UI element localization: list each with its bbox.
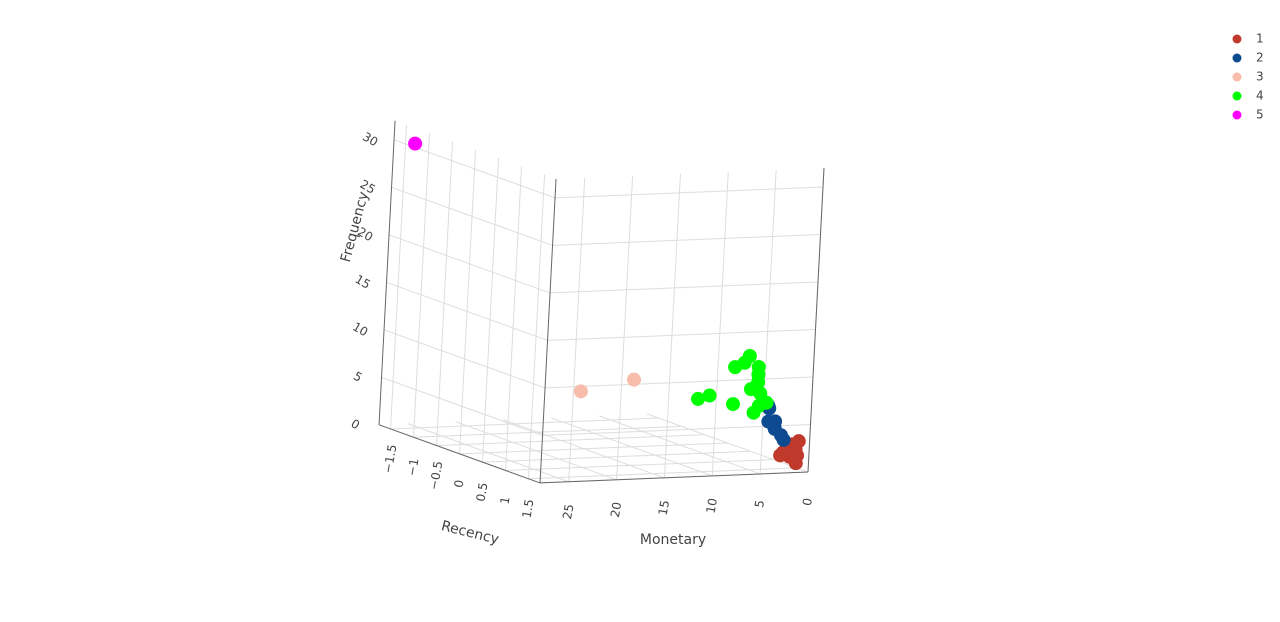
grid-line (528, 174, 546, 479)
grid-line (646, 413, 809, 473)
y-tick-label: 10 (704, 497, 720, 514)
data-point (726, 397, 741, 412)
grid-line (503, 419, 665, 479)
data-point (743, 382, 758, 397)
grid-line (455, 421, 617, 481)
grid-line (390, 417, 659, 430)
legend-label: 1 (1256, 32, 1264, 46)
grid-line (482, 158, 500, 463)
grid-line (482, 450, 751, 463)
x-tick-label: −1.5 (381, 443, 400, 474)
axis-line (378, 120, 396, 425)
grid-line (616, 175, 634, 480)
grid-line (547, 329, 816, 341)
grid-line (407, 423, 569, 483)
grid-line (383, 329, 546, 389)
grid-line (711, 171, 729, 476)
data-point (776, 445, 791, 460)
data-point (791, 434, 806, 449)
grid-line (550, 281, 819, 294)
grid-line (505, 459, 774, 471)
data-point (751, 359, 766, 374)
data-point (761, 414, 776, 429)
axis-line (807, 167, 825, 473)
grid-line (413, 425, 682, 438)
grid-line (505, 166, 523, 471)
x-tick-label: 1.5 (519, 498, 536, 519)
x-tick-label: −1 (405, 457, 422, 477)
z-tick-label: 10 (350, 320, 370, 340)
grid-line (663, 173, 681, 478)
z-tick-label: 5 (351, 369, 365, 385)
x-tick-label: 0.5 (473, 481, 490, 502)
y-tick-label: 15 (656, 499, 672, 516)
data-point (737, 355, 752, 370)
grid-line (459, 442, 728, 455)
grid-line (528, 467, 797, 480)
y-tick-label: 0 (800, 497, 815, 507)
data-point (746, 405, 761, 420)
x-axis-title: Recency (439, 518, 500, 548)
grid-line (551, 417, 713, 477)
grid-line (545, 376, 814, 389)
z-tick-label: 20 (355, 225, 375, 245)
data-point (573, 384, 588, 399)
legend-label: 3 (1256, 70, 1264, 84)
grid-line (598, 415, 761, 475)
grid-line (555, 186, 824, 199)
grid-line (388, 234, 551, 294)
legend-marker (1232, 91, 1242, 101)
grid-line (381, 376, 543, 436)
y-axis-title: Monetary (640, 532, 706, 548)
data-point (691, 391, 706, 406)
grid-line (390, 124, 408, 429)
y-tick-label: 5 (752, 499, 767, 509)
x-tick-label: 0 (451, 479, 466, 489)
axis-line (539, 178, 557, 483)
grid-line (552, 234, 821, 246)
legend-marker (1232, 110, 1242, 120)
legend-label: 4 (1256, 89, 1264, 103)
legend-label: 5 (1256, 108, 1264, 122)
data-point (702, 388, 717, 403)
legend-marker (1232, 53, 1242, 63)
grid-line (391, 186, 553, 246)
grid-line (568, 177, 586, 482)
legend-label: 2 (1256, 51, 1264, 65)
grid-line (393, 139, 556, 199)
x-tick-label: −0.5 (427, 460, 446, 491)
data-point (627, 372, 642, 387)
x-tick-label: 1 (497, 495, 512, 505)
data-point (774, 428, 789, 443)
data-point (408, 136, 423, 151)
z-tick-label: 15 (353, 272, 373, 292)
grid-line (459, 149, 477, 454)
grid-line (413, 133, 431, 438)
grid-line (436, 141, 454, 446)
z-tick-label: 25 (358, 177, 378, 197)
legend-marker (1232, 72, 1242, 82)
y-tick-label: 25 (560, 503, 576, 520)
z-tick-label: 30 (360, 130, 380, 150)
z-tick-label: 0 (348, 416, 362, 432)
legend-marker (1232, 34, 1242, 44)
axis-line (378, 424, 541, 484)
grid-line (386, 281, 548, 341)
y-tick-label: 20 (608, 501, 624, 518)
axis-line (540, 471, 809, 484)
